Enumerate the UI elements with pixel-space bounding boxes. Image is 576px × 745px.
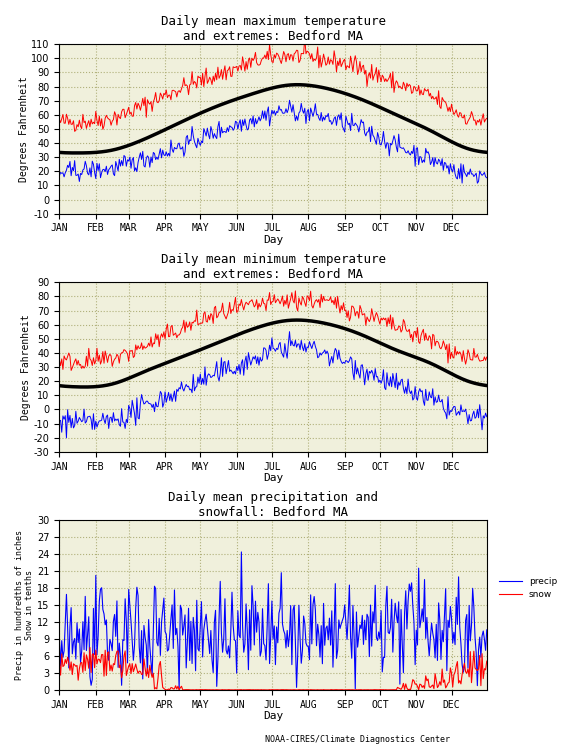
X-axis label: Day: Day [263,235,283,245]
precip [56,634,63,643]
precip [173,624,180,633]
Y-axis label: Degrees Fahrenheit: Degrees Fahrenheit [21,314,31,420]
Title: Daily mean maximum temperature
and extremes: Bedford MA: Daily mean maximum temperature and extre… [161,15,385,43]
Y-axis label: Precip in hundredths of inches
Snow in tenths: Precip in hundredths of inches Snow in t… [15,530,35,680]
Text: NOAA-CIRES/Climate Diagnostics Center: NOAA-CIRES/Climate Diagnostics Center [264,735,450,744]
precip [230,621,237,630]
precip [146,641,153,650]
precip [483,626,490,635]
precip [238,548,245,557]
snow [483,656,490,665]
snow [86,643,93,652]
snow [228,685,234,694]
precip [176,685,183,694]
Y-axis label: Degrees Fahrenheit: Degrees Fahrenheit [18,76,29,182]
snow [425,674,431,683]
snow [230,685,237,694]
precip [465,601,472,610]
snow [147,668,154,677]
precip [228,626,234,635]
Title: Daily mean precipitation and
snowfall: Bedford MA: Daily mean precipitation and snowfall: B… [168,491,378,519]
snow [316,685,323,694]
precip [425,637,431,646]
Line: precip: precip [59,552,487,689]
X-axis label: Day: Day [263,473,283,483]
snow [56,658,63,667]
snow [175,682,181,691]
Title: Daily mean minimum temperature
and extremes: Bedford MA: Daily mean minimum temperature and extre… [161,253,385,281]
Legend: precip, snow: precip, snow [495,574,561,603]
X-axis label: Day: Day [263,711,283,721]
Line: snow: snow [59,647,487,690]
snow [465,672,472,681]
